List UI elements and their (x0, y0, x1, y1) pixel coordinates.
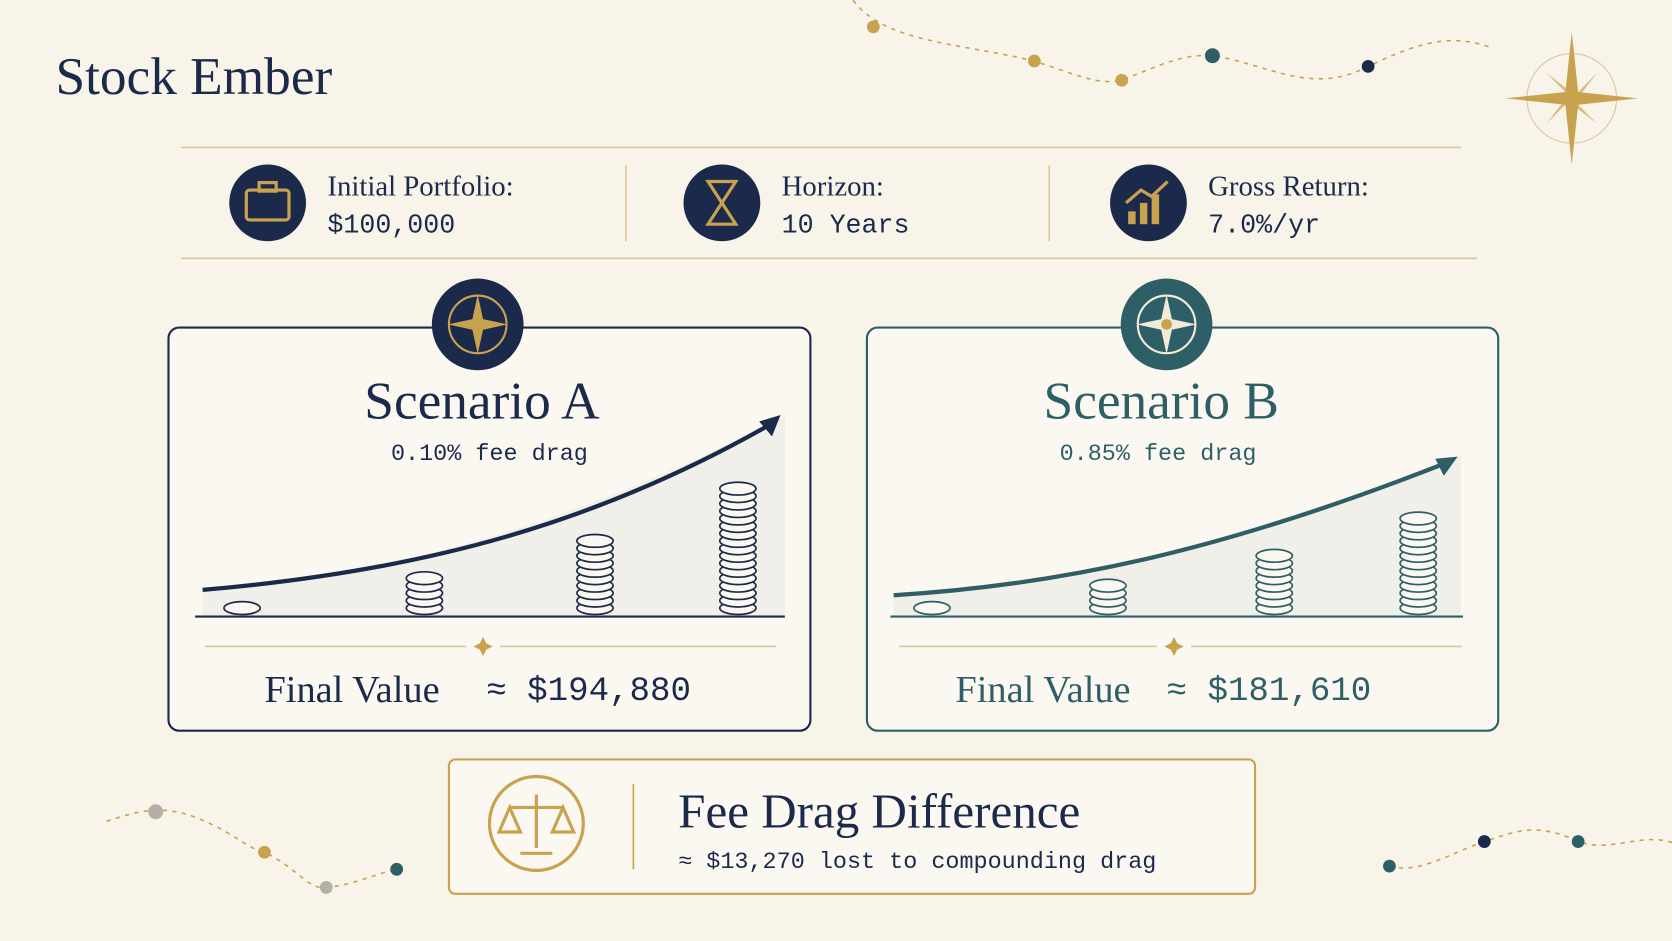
dot (1383, 859, 1396, 873)
scale (496, 794, 577, 855)
brand: Stock Ember (55, 46, 332, 106)
stat-label: Initial Portfolio: (327, 170, 513, 202)
dot (1477, 835, 1491, 848)
coin (223, 600, 262, 616)
coin (1088, 578, 1127, 593)
briefcase-icon (229, 164, 307, 242)
stat-value: $100,000 (327, 212, 455, 242)
stat-label: Horizon: (782, 170, 884, 202)
arrowhead (1435, 456, 1458, 476)
coin (912, 600, 951, 616)
arrow-icon (1124, 180, 1169, 205)
stat-value: 10 Years (782, 212, 910, 242)
star (1546, 72, 1598, 124)
scenario-title: Scenario A (364, 370, 600, 430)
compass-center (1161, 319, 1172, 330)
dot (148, 804, 164, 820)
briefcase-handle (257, 180, 278, 193)
dot (1115, 73, 1129, 87)
coin (1399, 511, 1438, 526)
stat-value: 7.0%/yr (1208, 212, 1320, 242)
coin (405, 570, 444, 586)
bar-icon (1139, 202, 1148, 225)
bar-icon (1128, 211, 1136, 225)
dot (866, 20, 880, 34)
difference-title: Fee Drag Difference (678, 784, 1080, 839)
scale-icon (487, 774, 585, 872)
final-value: ≈ $181,610 (1167, 673, 1372, 711)
dot (258, 845, 271, 859)
growth-curve (202, 422, 771, 593)
dot (1027, 54, 1041, 68)
sparkle (1164, 636, 1184, 657)
compass-rose (1505, 32, 1638, 165)
dot (1571, 835, 1585, 848)
coin (576, 533, 614, 549)
coin-stacks (912, 511, 1438, 616)
growth-curve (893, 461, 1447, 598)
scenario-subtitle: 0.85% fee drag (1060, 441, 1257, 468)
arrowhead (759, 415, 781, 437)
area (893, 456, 1461, 617)
scenario-subtitle: 0.10% fee drag (391, 441, 588, 468)
dot (319, 881, 333, 894)
sparkle (473, 636, 493, 657)
difference-card (447, 758, 1257, 895)
hourglass (705, 179, 739, 226)
trail (106, 809, 397, 889)
dot (1361, 59, 1375, 73)
coin-stacks (223, 481, 757, 616)
final-label: Final Value (955, 669, 1130, 711)
coin (1255, 548, 1294, 564)
stat-label: Gross Return: (1208, 170, 1369, 202)
dot (1204, 48, 1220, 64)
compass-star (447, 294, 508, 355)
growth-icon (1110, 164, 1187, 242)
coin (718, 481, 757, 496)
difference-text: ≈ $13,270 lost to compounding drag (678, 849, 1156, 876)
bar-icon (1151, 194, 1160, 225)
scenario-title: Scenario B (1044, 370, 1279, 430)
area (202, 416, 785, 617)
final-value: ≈ $194,880 (486, 673, 691, 711)
dot (390, 862, 404, 876)
final-label: Final Value (264, 669, 439, 711)
